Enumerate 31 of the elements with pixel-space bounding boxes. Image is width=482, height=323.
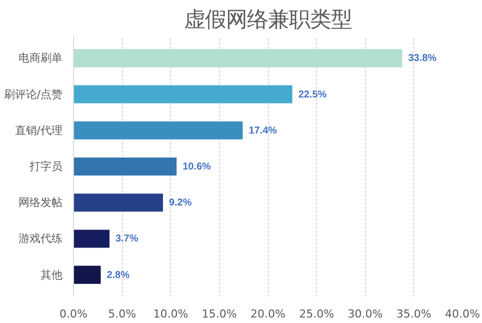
y-tick-label: 刷评论/点赞 [4, 88, 63, 101]
x-tick-label: 25.0% [299, 308, 334, 320]
data-label: 3.7% [115, 234, 138, 245]
data-label: 22.5% [298, 89, 327, 100]
y-tick-label: 其他 [40, 268, 62, 282]
x-tick-label: 30.0% [348, 308, 383, 320]
y-tick-label: 打字员 [28, 160, 62, 173]
x-tick-label: 20.0% [250, 308, 286, 320]
data-label: 10.6% [182, 162, 212, 172]
x-tick-label: 10.0% [153, 308, 188, 320]
data-label: 2.8% [106, 270, 130, 281]
x-tick-label: 35.0% [396, 308, 432, 320]
x-tick-label: 40.0% [445, 308, 480, 320]
chart-title: 虚假网络兼职类型 [184, 8, 352, 32]
bar [74, 157, 177, 176]
y-tick-label: 网络发帖 [18, 196, 62, 210]
bar [74, 194, 163, 212]
x-tick-label: 5.0% [108, 308, 136, 320]
bar [74, 266, 101, 284]
y-tick-label: 电商刷单 [18, 52, 62, 65]
bar [74, 49, 402, 68]
y-tick-label: 游戏代练 [18, 232, 62, 246]
bar [74, 230, 110, 248]
data-label: 33.8% [408, 53, 437, 64]
x-tick-label: 0.0% [60, 308, 88, 320]
y-tick-label: 直销/代理 [14, 124, 63, 137]
x-tick-label: 15.0% [202, 308, 237, 320]
bar [74, 121, 243, 140]
bar [74, 85, 292, 104]
data-label: 17.4% [248, 125, 278, 136]
data-label: 9.2% [168, 198, 192, 209]
